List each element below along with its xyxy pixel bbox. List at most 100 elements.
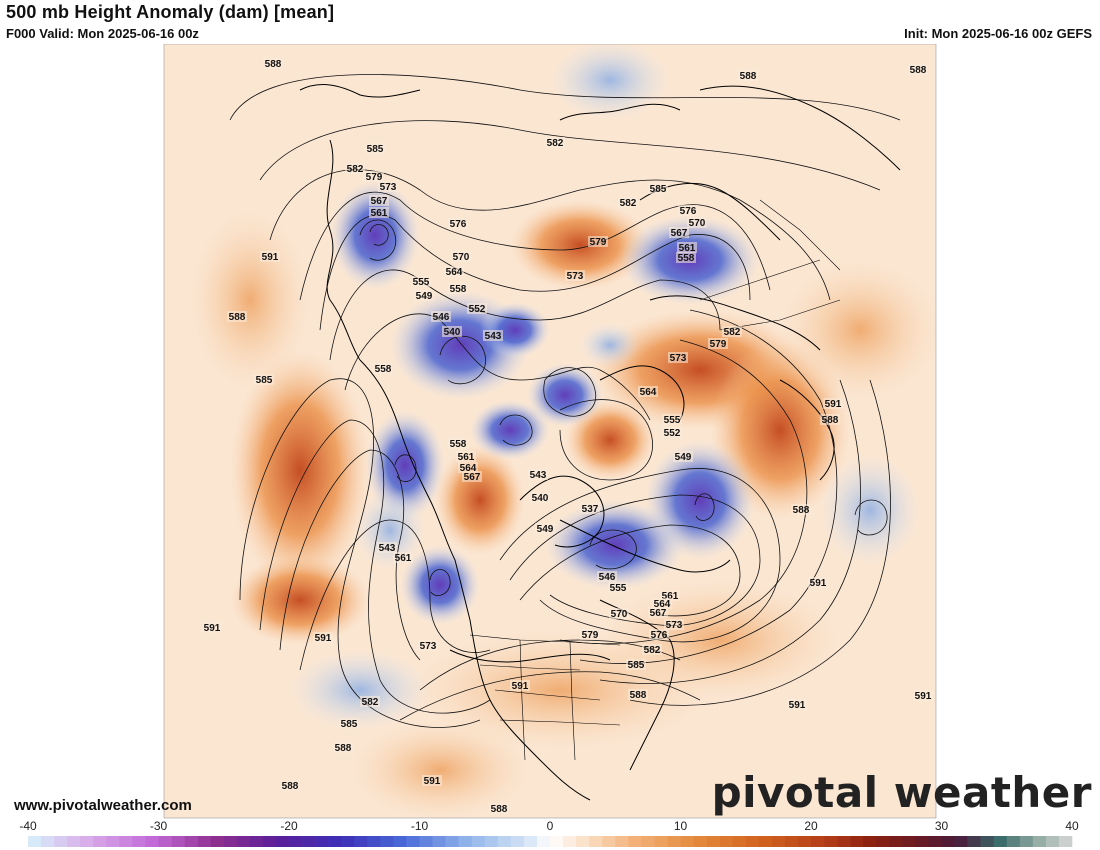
contour-label: 564	[446, 267, 463, 278]
contour-label-bg	[652, 598, 672, 609]
colorbar-cell	[158, 836, 172, 847]
contour-label: 561	[371, 208, 388, 219]
contour-label-bg	[678, 205, 698, 216]
contour-label-bg	[451, 251, 471, 262]
colorbar-cell	[563, 836, 577, 847]
colorbar-tick-label: -20	[280, 819, 298, 833]
contour-label: 543	[485, 331, 502, 342]
colorbar-cell	[406, 836, 420, 847]
colorbar-cell	[837, 836, 851, 847]
contour-label-bg	[628, 689, 648, 700]
contour-label-bg	[676, 252, 696, 263]
colorbar-cell	[354, 836, 368, 847]
colorbar-cell	[249, 836, 264, 847]
colorbar-cell	[680, 836, 694, 847]
contour-label: 543	[530, 470, 547, 481]
contour-label-bg	[444, 266, 464, 277]
contour-label-bg	[820, 414, 840, 425]
colorbar-cell	[797, 836, 812, 847]
contour-label: 579	[710, 339, 727, 350]
contour-label-bg	[448, 438, 468, 449]
contour-label: 573	[670, 353, 687, 364]
colorbar-cell	[1058, 836, 1073, 847]
colorbar-cell	[1032, 836, 1047, 847]
contour-label: 591	[915, 691, 932, 702]
contour-label: 588	[793, 505, 810, 516]
init-time: Init: Mon 2025-06-16 00z GEFS	[904, 26, 1092, 41]
contour-label: 567	[650, 608, 667, 619]
colorbar-cell	[732, 836, 747, 847]
contour-label-bg	[528, 469, 548, 480]
colorbar-cell	[93, 836, 107, 847]
contour-label-bg	[483, 330, 503, 341]
contour-label: 558	[450, 284, 467, 295]
colorbar-cell	[367, 836, 381, 847]
contour-label: 588	[335, 743, 352, 754]
colorbar-cell	[171, 836, 185, 847]
colorbar-cell	[811, 836, 825, 847]
contour-label: 576	[450, 219, 467, 230]
colorbar-cell	[758, 836, 773, 847]
contour-label: 561	[679, 243, 696, 254]
contour-label: 579	[582, 630, 599, 641]
colorbar-cell	[993, 836, 1008, 847]
contour-label: 588	[910, 65, 927, 76]
contour-label: 555	[610, 583, 627, 594]
contour-label-bg	[738, 70, 758, 81]
colorbar-cell	[315, 836, 329, 847]
contour-label: 585	[256, 375, 273, 386]
colorbar-cell	[980, 836, 994, 847]
colorbar-cell	[302, 836, 316, 847]
colorbar-cell	[941, 836, 955, 847]
contour-label-bg	[448, 283, 468, 294]
colorbar-cell	[471, 836, 486, 847]
colorbar-cell	[28, 836, 42, 847]
colorbar-cell	[967, 836, 981, 847]
contour-label: 564	[654, 599, 671, 610]
contour-label-bg	[431, 311, 451, 322]
colorbar-cell	[510, 836, 525, 847]
colorbar-cell	[1006, 836, 1021, 847]
contour-label: 591	[315, 633, 332, 644]
contour-label-bg	[442, 326, 462, 337]
colorbar-cell	[236, 836, 251, 847]
contour-label: 558	[678, 253, 695, 264]
contour-label: 561	[458, 452, 475, 463]
contour-label-bg	[467, 303, 487, 314]
contour-label-bg	[339, 718, 359, 729]
contour-label-bg	[722, 326, 742, 337]
colorbar-cell	[641, 836, 655, 847]
colorbar-cell	[419, 836, 433, 847]
contour-label: 570	[611, 609, 628, 620]
colorbar-cell	[667, 836, 681, 847]
contour-label-bg	[364, 171, 384, 182]
contour-label-bg	[565, 270, 585, 281]
contour-label-bg	[458, 462, 478, 473]
contour-label-bg	[535, 523, 555, 534]
colorbar-tick-label: 10	[674, 819, 688, 833]
contour-label-bg	[669, 227, 689, 238]
contour-label: 543	[379, 543, 396, 554]
colorbar-cell	[54, 836, 68, 847]
colorbar-cell	[1019, 836, 1034, 847]
contour-label-bg	[360, 696, 380, 707]
contour-label-bg	[649, 629, 669, 640]
contour-label-bg	[608, 582, 628, 593]
contour-label-bg	[642, 644, 662, 655]
contour-label: 567	[464, 472, 481, 483]
contour-label-bg	[313, 632, 333, 643]
coastlines	[299, 84, 901, 801]
contour-label: 591	[262, 252, 279, 263]
contour-label: 570	[689, 218, 706, 229]
contour-label: 555	[413, 277, 430, 288]
contour-label-bg	[664, 619, 684, 630]
contour-label: 579	[590, 237, 607, 248]
contour-label: 537	[582, 504, 599, 515]
contour-label-bg	[377, 542, 397, 553]
contour-label: 540	[444, 327, 461, 338]
contour-label: 591	[512, 681, 529, 692]
colorbar-cell	[876, 836, 890, 847]
colorbar-cell	[536, 836, 551, 847]
website-url: www.pivotalweather.com	[14, 797, 192, 814]
contour-label: 549	[537, 524, 554, 535]
